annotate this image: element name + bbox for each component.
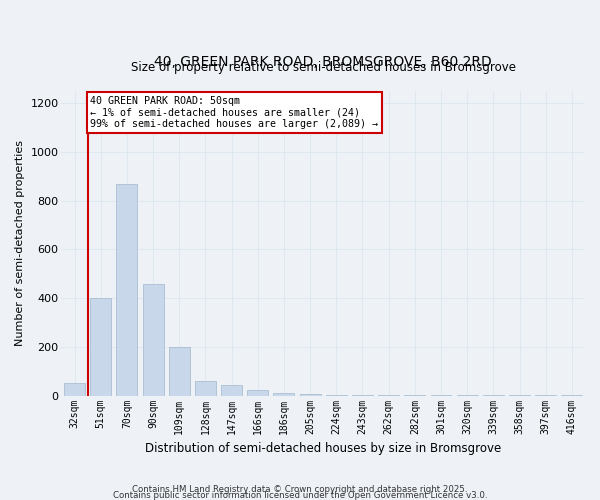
- Text: 40 GREEN PARK ROAD: 50sqm
← 1% of semi-detached houses are smaller (24)
99% of s: 40 GREEN PARK ROAD: 50sqm ← 1% of semi-d…: [90, 96, 378, 129]
- Y-axis label: Number of semi-detached properties: Number of semi-detached properties: [15, 140, 25, 346]
- Bar: [247, 390, 268, 396]
- Bar: [326, 394, 347, 396]
- Text: Contains public sector information licensed under the Open Government Licence v3: Contains public sector information licen…: [113, 490, 487, 500]
- X-axis label: Distribution of semi-detached houses by size in Bromsgrove: Distribution of semi-detached houses by …: [145, 442, 502, 455]
- Bar: [352, 395, 373, 396]
- Text: Size of property relative to semi-detached houses in Bromsgrove: Size of property relative to semi-detach…: [131, 61, 516, 74]
- Bar: [221, 384, 242, 396]
- Bar: [274, 393, 295, 396]
- Bar: [169, 347, 190, 396]
- Bar: [116, 184, 137, 396]
- Bar: [195, 381, 216, 396]
- Text: Contains HM Land Registry data © Crown copyright and database right 2025.: Contains HM Land Registry data © Crown c…: [132, 484, 468, 494]
- Bar: [90, 298, 111, 396]
- Bar: [299, 394, 320, 396]
- Bar: [143, 284, 164, 396]
- Bar: [64, 384, 85, 396]
- Title: 40, GREEN PARK ROAD, BROMSGROVE, B60 2RD: 40, GREEN PARK ROAD, BROMSGROVE, B60 2RD: [154, 55, 492, 69]
